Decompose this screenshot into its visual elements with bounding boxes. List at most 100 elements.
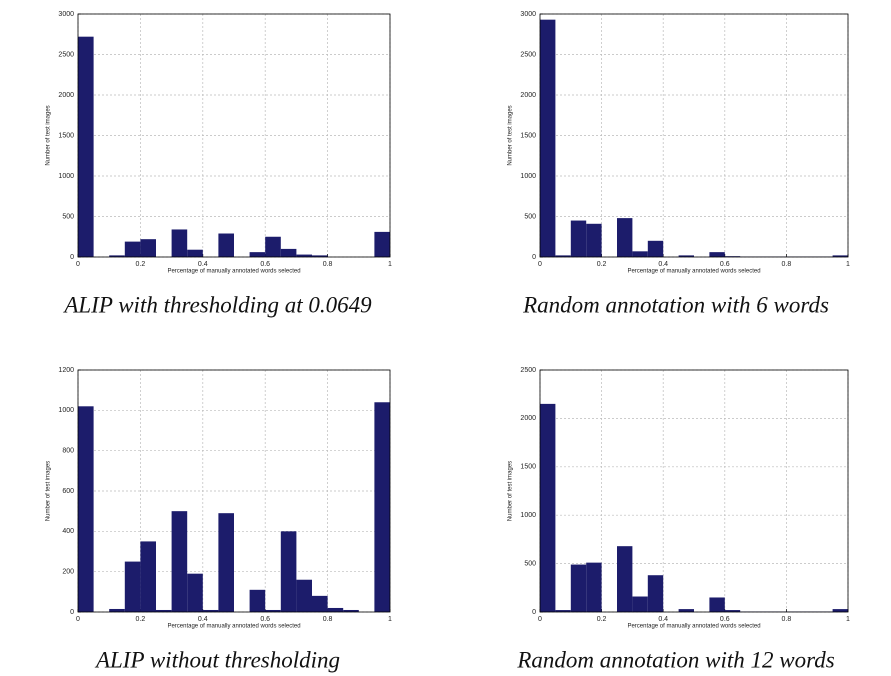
bar	[296, 579, 312, 612]
chart-caption: ALIP without thresholding	[94, 647, 340, 672]
bar	[218, 233, 234, 257]
bar	[709, 597, 725, 612]
x-tick-label: 0.8	[323, 261, 333, 268]
y-tick-label: 2000	[520, 92, 536, 99]
x-tick-label: 0.4	[658, 261, 668, 268]
x-tick-label: 1	[388, 616, 392, 623]
y-tick-label: 2000	[520, 415, 536, 422]
x-axis-label: Percentage of manually annotated words s…	[167, 624, 300, 630]
chart-caption: Random annotation with 12 words	[516, 647, 834, 672]
bar	[724, 256, 741, 257]
bar	[265, 609, 281, 612]
y-axis-label: Number of test images	[508, 105, 514, 165]
y-tick-label: 2500	[520, 367, 536, 374]
bar	[187, 573, 203, 612]
y-tick-label: 200	[62, 569, 74, 576]
x-tick-label: 0.2	[597, 616, 607, 623]
bar	[249, 252, 266, 257]
y-tick-label: 600	[62, 488, 74, 495]
bar	[187, 249, 203, 257]
y-tick-label: 1000	[520, 512, 536, 519]
x-tick-label: 0	[538, 616, 542, 623]
bar	[540, 19, 556, 258]
x-axis-label: Percentage of manually annotated words s…	[627, 624, 760, 630]
bar	[555, 255, 571, 257]
x-tick-label: 0.6	[720, 261, 730, 268]
bar	[312, 595, 328, 612]
x-tick-label: 0.6	[720, 616, 730, 623]
bar	[343, 609, 359, 612]
x-tick-label: 0.4	[198, 616, 208, 623]
bar	[724, 610, 741, 612]
y-tick-label: 0	[70, 254, 74, 261]
y-tick-label: 0	[532, 609, 536, 616]
y-tick-label: 3000	[520, 11, 536, 18]
x-tick-label: 0	[76, 261, 80, 268]
y-tick-label: 1000	[58, 407, 74, 414]
bar	[124, 241, 141, 257]
y-tick-label: 400	[62, 528, 74, 535]
bar	[78, 36, 94, 258]
bar	[832, 255, 848, 257]
bar	[374, 402, 390, 612]
x-tick-label: 0.2	[136, 616, 146, 623]
chart-caption: ALIP with thresholding at 0.0649	[62, 292, 372, 317]
x-tick-label: 1	[846, 616, 850, 623]
bar	[171, 229, 188, 257]
y-tick-label: 500	[524, 560, 536, 567]
y-axis-label: Number of test images	[46, 105, 52, 165]
bar	[140, 541, 156, 612]
bar	[647, 240, 664, 257]
bar	[570, 564, 587, 612]
bar	[109, 255, 125, 257]
y-tick-label: 1000	[520, 173, 536, 180]
bar	[678, 609, 694, 612]
plot-frame	[77, 13, 391, 258]
y-tick-label: 1000	[58, 173, 74, 180]
y-tick-label: 0	[70, 609, 74, 616]
x-tick-label: 1	[388, 261, 392, 268]
bar	[678, 255, 694, 257]
plot-frame	[77, 369, 391, 613]
plot-frame	[539, 13, 849, 258]
x-axis-label: Percentage of manually annotated words s…	[627, 269, 760, 275]
bar	[265, 236, 281, 257]
bar	[140, 239, 156, 257]
y-tick-label: 2500	[520, 51, 536, 58]
bar	[632, 251, 648, 257]
y-tick-label: 500	[524, 213, 536, 220]
x-tick-label: 1	[846, 261, 850, 268]
bar	[632, 596, 648, 612]
x-tick-label: 0.4	[198, 261, 208, 268]
bar	[156, 609, 172, 612]
bar	[586, 562, 602, 612]
x-tick-label: 0	[538, 261, 542, 268]
y-tick-label: 800	[62, 448, 74, 455]
x-tick-label: 0.8	[323, 616, 333, 623]
bar	[832, 609, 848, 612]
bar	[124, 561, 141, 612]
bar	[78, 406, 94, 612]
y-tick-label: 2000	[58, 92, 74, 99]
y-tick-label: 1500	[520, 464, 536, 471]
bar	[249, 589, 266, 612]
x-tick-label: 0.6	[260, 616, 270, 623]
x-tick-label: 0.4	[658, 616, 668, 623]
bar	[327, 607, 344, 612]
plot-frame	[539, 369, 849, 613]
y-tick-label: 1500	[520, 132, 536, 139]
x-tick-label: 0.2	[597, 261, 607, 268]
bar	[312, 255, 328, 257]
bar	[374, 231, 390, 257]
chart-caption: Random annotation with 6 words	[522, 292, 829, 317]
bar	[540, 403, 556, 612]
x-tick-label: 0	[76, 616, 80, 623]
y-tick-label: 0	[532, 254, 536, 261]
x-tick-label: 0.8	[782, 261, 792, 268]
bar	[109, 608, 125, 612]
y-tick-label: 3000	[58, 11, 74, 18]
y-axis-label: Number of test images	[46, 461, 52, 521]
bar	[280, 531, 297, 612]
bar	[617, 546, 633, 612]
x-tick-label: 0.8	[782, 616, 792, 623]
